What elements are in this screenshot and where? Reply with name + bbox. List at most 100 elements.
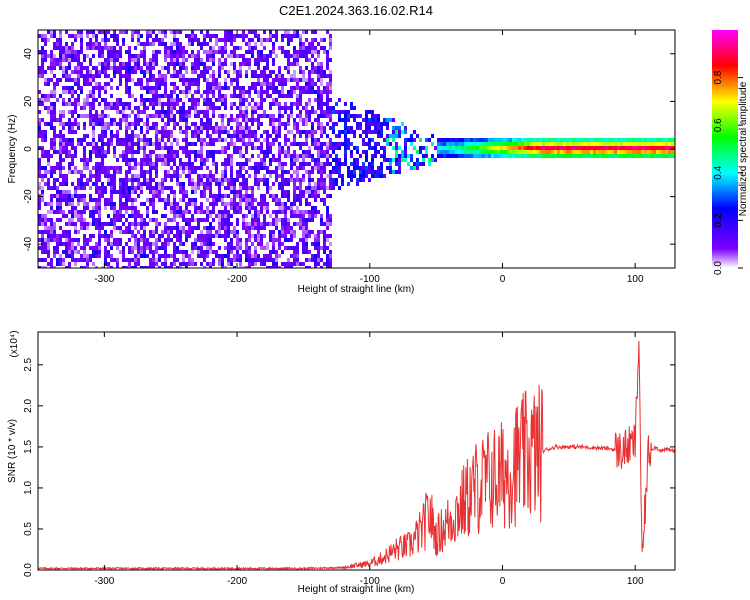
- spectrogram-cell: [125, 118, 128, 122]
- spectrogram-cell: [257, 58, 260, 62]
- spectrogram-cell: [227, 38, 230, 42]
- spectrogram-cell: [41, 102, 44, 106]
- spectrogram-cell: [494, 146, 497, 150]
- spectrogram-cell: [92, 262, 95, 266]
- spectrogram-cell: [197, 130, 200, 134]
- spectrogram-cell: [308, 46, 311, 50]
- spectrogram-cell: [83, 126, 86, 130]
- spectrogram-cell: [161, 82, 164, 86]
- spectrogram-cell: [113, 30, 116, 34]
- spectrogram-cell: [662, 150, 665, 154]
- spectrogram-cell: [317, 158, 320, 162]
- spectrogram-cell: [320, 182, 323, 186]
- spectrogram-cell: [227, 54, 230, 58]
- spectrogram-cell: [113, 154, 116, 158]
- spectrogram-cell: [62, 150, 65, 154]
- spectrogram-cell: [278, 126, 281, 130]
- spectrogram-cell: [314, 194, 317, 198]
- spectrogram-cell: [278, 162, 281, 166]
- spectrogram-cell: [263, 54, 266, 58]
- spectrogram-cell: [122, 246, 125, 250]
- spectrogram-cell: [329, 178, 332, 182]
- spectrogram-cell: [44, 266, 47, 268]
- spectrogram-cell: [101, 62, 104, 66]
- spectrogram-cell: [134, 58, 137, 62]
- spectrogram-cell: [149, 126, 152, 130]
- spectrogram-cell: [101, 150, 104, 154]
- spectrogram-cell: [185, 58, 188, 62]
- spectrogram-cell: [236, 222, 239, 226]
- spectrogram-cell: [71, 214, 74, 218]
- spectrogram-cell: [101, 30, 104, 34]
- spectrogram-cell: [296, 250, 299, 254]
- spectrogram-cell: [161, 262, 164, 266]
- spectrogram-cell: [53, 30, 56, 34]
- spectrogram-cell: [251, 198, 254, 202]
- spectrogram-cell: [284, 122, 287, 126]
- spectrogram-cell: [158, 186, 161, 190]
- spectrogram-cell: [542, 142, 545, 146]
- spectrogram-cell: [254, 74, 257, 78]
- spectrogram-cell: [80, 198, 83, 202]
- spectrogram-cell: [275, 258, 278, 262]
- spectrogram-cell: [203, 102, 206, 106]
- spectrogram-cell: [314, 190, 317, 194]
- spectrogram-cell: [269, 234, 272, 238]
- spectrogram-cell: [236, 54, 239, 58]
- spectrogram-cell: [149, 198, 152, 202]
- spectrogram-cell: [623, 142, 626, 146]
- spectrogram-cell: [218, 198, 221, 202]
- spectrogram-cell: [101, 146, 104, 150]
- spectrogram-cell: [71, 242, 74, 246]
- spectrogram-cell: [167, 138, 170, 142]
- spectrogram-cell: [68, 246, 71, 250]
- spectrogram-cell: [224, 238, 227, 242]
- spectrogram-cell: [329, 182, 332, 186]
- spectrogram-cell: [125, 146, 128, 150]
- spectrogram-cell: [182, 146, 185, 150]
- spectrogram-cell: [428, 158, 431, 162]
- spectrogram-cell: [602, 138, 605, 142]
- spectrogram-cell: [155, 162, 158, 166]
- spectrogram-cell: [200, 242, 203, 246]
- spectrogram-cell: [179, 242, 182, 246]
- spectrogram-cell: [320, 102, 323, 106]
- spectrogram-cell: [284, 162, 287, 166]
- spectrogram-cell: [338, 170, 341, 174]
- spectrogram-cell: [251, 214, 254, 218]
- spectrogram-cell: [59, 154, 62, 158]
- spectrogram-cell: [158, 94, 161, 98]
- spectrogram-cell: [89, 198, 92, 202]
- spectrogram-cell: [107, 222, 110, 226]
- spectrogram-cell: [257, 162, 260, 166]
- spectrogram-xtick-label: 0: [500, 274, 506, 285]
- spectrogram-cell: [110, 194, 113, 198]
- spectrogram-cell: [260, 146, 263, 150]
- spectrogram-cell: [122, 254, 125, 258]
- spectrogram-cell: [491, 154, 494, 158]
- spectrogram-cell: [122, 38, 125, 42]
- spectrogram-cell: [173, 74, 176, 78]
- spectrogram-cell: [218, 218, 221, 222]
- spectrogram-cell: [107, 46, 110, 50]
- spectrogram-cell: [263, 70, 266, 74]
- spectrogram-cell: [311, 134, 314, 138]
- spectrogram-cell: [92, 130, 95, 134]
- spectrogram-cell: [467, 138, 470, 142]
- spectrogram-cell: [164, 54, 167, 58]
- spectrogram-cell: [86, 178, 89, 182]
- spectrogram-cell: [245, 150, 248, 154]
- spectrogram-cell: [68, 58, 71, 62]
- spectrogram-cell: [209, 262, 212, 266]
- spectrogram-cell: [266, 266, 269, 268]
- spectrogram-cell: [641, 150, 644, 154]
- spectrogram-cell: [446, 154, 449, 158]
- spectrogram-cell: [158, 86, 161, 90]
- spectrogram-cell: [317, 242, 320, 246]
- spectrogram-cell: [170, 154, 173, 158]
- spectrogram-cell: [461, 142, 464, 146]
- spectrogram-cell: [281, 50, 284, 54]
- spectrogram-cell: [62, 158, 65, 162]
- spectrogram-cell: [86, 134, 89, 138]
- spectrogram-cell: [524, 142, 527, 146]
